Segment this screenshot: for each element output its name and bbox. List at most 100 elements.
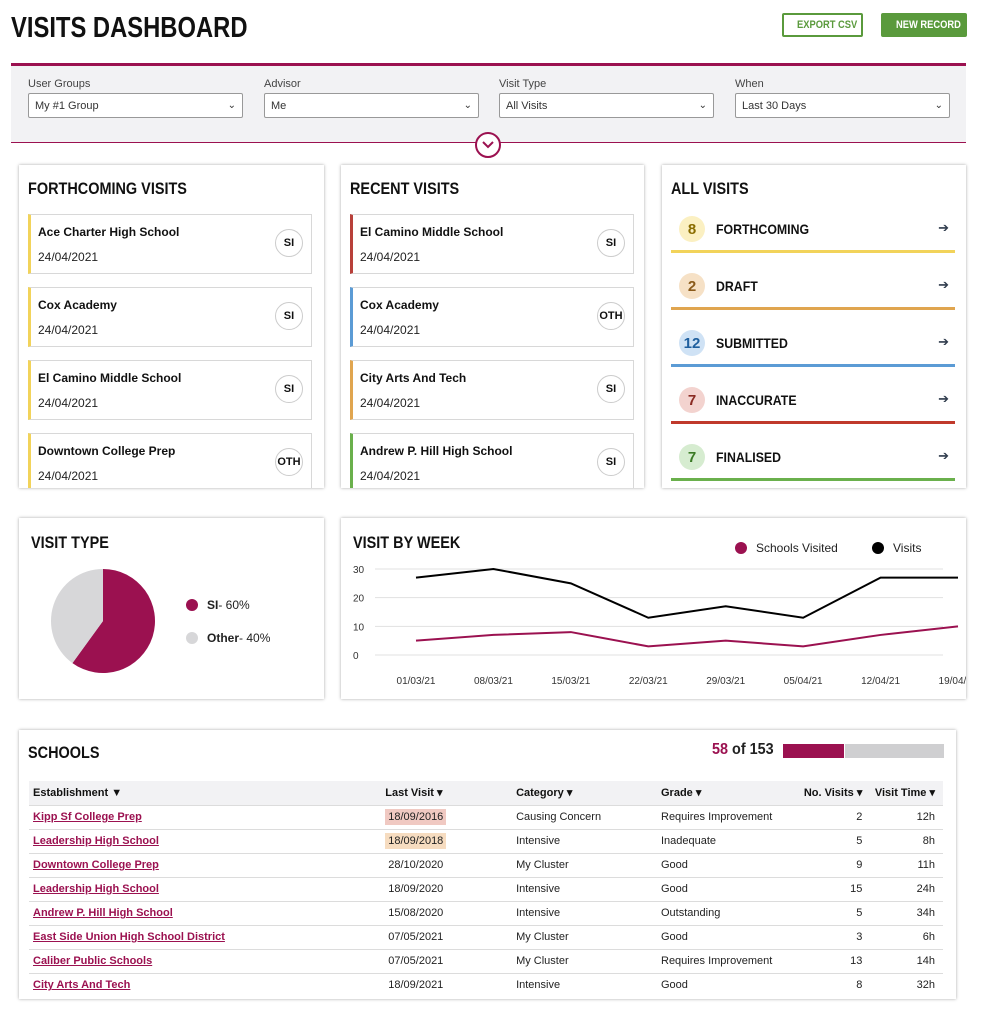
visit-item[interactable]: City Arts And Tech 24/04/2021 SI <box>350 360 634 420</box>
filter-user-groups: User Groups My #1 Group ⌄ <box>28 78 243 118</box>
visit-date: 24/04/2021 <box>360 250 421 264</box>
column-header[interactable]: No. Visits ▾ <box>786 781 871 805</box>
establishment-link[interactable]: Downtown College Prep <box>29 852 382 877</box>
last-visit-cell: 18/09/2021 <box>381 972 513 997</box>
visit-item[interactable]: Cox Academy 24/04/2021 OTH <box>350 287 634 347</box>
column-header[interactable]: Establishment ▼ <box>29 781 381 805</box>
status-row-finalised[interactable]: 7 FINALISED ➔ <box>671 441 955 481</box>
legend-label: Visits <box>893 541 921 555</box>
visit-type-badge: SI <box>597 229 625 257</box>
table-row[interactable]: Kipp Sf College Prep 18/09/2016 Causing Co… <box>29 804 943 829</box>
arrow-right-icon: ➔ <box>938 220 949 235</box>
visit-type-badge: SI <box>275 375 303 403</box>
visit-item[interactable]: Andrew P. Hill High School 24/04/2021 SI <box>350 433 634 488</box>
table-row[interactable]: Caliber Public Schools 07/05/2021 My Clust… <box>29 948 943 973</box>
establishment-link[interactable]: City Arts And Tech <box>29 972 382 997</box>
status-row-inaccurate[interactable]: 7 INACCURATE ➔ <box>671 384 955 424</box>
column-header[interactable]: Last Visit ▾ <box>381 781 512 805</box>
y-tick-label: 20 <box>353 594 365 605</box>
schools-table: Establishment ▼ Last Visit ▾ Category ▾ Gra… <box>29 781 943 997</box>
visit-school-name: Ace Charter High School <box>38 225 180 239</box>
grade-cell: Good <box>657 876 786 901</box>
status-row-forthcoming[interactable]: 8 FORTHCOMING ➔ <box>671 213 955 253</box>
establishment-link[interactable]: Caliber Public Schools <box>29 948 382 973</box>
schools-progress-fill <box>783 744 844 758</box>
legend-swatch <box>872 542 884 554</box>
visits-count-cell: 13 <box>785 948 871 973</box>
status-count: 12 <box>679 330 705 356</box>
visit-school-name: City Arts And Tech <box>360 371 467 385</box>
column-header[interactable]: Grade ▾ <box>657 781 786 805</box>
arrow-right-icon: ➔ <box>938 334 949 349</box>
visit-type-badge: SI <box>597 375 625 403</box>
category-cell: My Cluster <box>512 948 657 973</box>
last-visit-cell: 07/05/2021 <box>381 924 513 949</box>
visit-item[interactable]: Downtown College Prep 24/04/2021 OTH <box>28 433 312 488</box>
visit-date: 24/04/2021 <box>38 250 99 264</box>
visits-count-cell: 3 <box>785 924 871 949</box>
status-row-draft[interactable]: 2 DRAFT ➔ <box>671 270 955 310</box>
export-csv-button[interactable]: EXPORT CSV <box>782 13 863 37</box>
visit-type-select[interactable]: All Visits ⌄ <box>499 93 714 118</box>
visit-item[interactable]: Cox Academy 24/04/2021 SI <box>28 287 312 347</box>
sort-icon[interactable]: ▾ <box>566 787 573 800</box>
last-visit-date: 18/09/2020 <box>388 883 444 895</box>
series-line-schools-visited <box>415 625 959 648</box>
when-select[interactable]: Last 30 Days ⌄ <box>735 93 950 118</box>
chevron-down-icon: ⌄ <box>934 100 943 111</box>
establishment-link[interactable]: Leadership High School <box>29 876 382 901</box>
table-row[interactable]: Downtown College Prep 28/10/2020 My Cluste… <box>29 852 943 877</box>
sort-icon[interactable]: ▾ <box>929 787 935 800</box>
category-cell: Causing Concern <box>512 804 657 829</box>
establishment-link[interactable]: Andrew P. Hill High School <box>29 900 382 925</box>
visit-item[interactable]: El Camino Middle School 24/04/2021 SI <box>28 360 312 420</box>
visit-item[interactable]: Ace Charter High School 24/04/2021 SI <box>28 214 312 274</box>
table-row[interactable]: Leadership High School 18/09/2020 Intensiv… <box>29 876 943 901</box>
filter-bar: User Groups My #1 Group ⌄ Advisor Me ⌄ V… <box>11 63 966 143</box>
page-title: VISITS DASHBOARD <box>11 12 248 44</box>
user-groups-select[interactable]: My #1 Group ⌄ <box>28 93 243 118</box>
arrow-right-icon: ➔ <box>938 391 949 406</box>
sort-icon[interactable]: ▼ <box>111 786 123 799</box>
visit-school-name: Cox Academy <box>38 298 117 312</box>
pie-slice-si <box>72 569 155 673</box>
establishment-link[interactable]: Kipp Sf College Prep <box>29 804 382 829</box>
visit-time-cell: 8h <box>870 828 943 853</box>
advisor-select[interactable]: Me ⌄ <box>264 93 479 118</box>
sort-icon[interactable]: ▾ <box>437 787 443 800</box>
table-row[interactable]: City Arts And Tech 18/09/2021 Intensive Goo… <box>29 972 943 997</box>
visit-date: 24/04/2021 <box>360 396 421 410</box>
pie-slice-other <box>50 569 103 664</box>
filter-label: Visit Type <box>499 78 547 90</box>
status-row-submitted[interactable]: 12 SUBMITTED ➔ <box>671 327 955 367</box>
recent-visits-card: RECENT VISITS El Camino Middle School 24/… <box>341 165 644 488</box>
table-row[interactable]: Andrew P. Hill High School 15/08/2020 Inte… <box>29 900 943 925</box>
visit-item[interactable]: El Camino Middle School 24/04/2021 SI <box>350 214 634 274</box>
category-cell: Intensive <box>512 876 657 901</box>
table-row[interactable]: East Side Union High School District 07/0… <box>29 924 943 949</box>
grade-cell: Requires Improvement <box>657 948 786 973</box>
establishment-link[interactable]: Leadership High School <box>29 828 382 853</box>
column-header[interactable]: Category ▾ <box>512 781 657 805</box>
category-cell: My Cluster <box>512 852 657 877</box>
filter-visit-type: Visit Type All Visits ⌄ <box>499 78 714 118</box>
export-csv-label: EXPORT CSV <box>797 19 858 31</box>
sort-icon[interactable]: ▾ <box>695 787 702 800</box>
arrow-right-icon: ➔ <box>938 448 949 463</box>
all-visits-card: ALL VISITS 8 FORTHCOMING ➔ 2 DRAFT ➔ 12 SUBMITT… <box>662 165 966 488</box>
legend-swatch <box>735 542 747 554</box>
y-tick-label: 30 <box>353 565 365 576</box>
last-visit-date: 18/09/2021 <box>388 979 444 992</box>
legend-label: Schools Visited <box>756 541 838 555</box>
visits-count-cell: 15 <box>785 876 871 901</box>
new-record-button[interactable]: NEW RECORD <box>881 13 967 37</box>
expand-filters-button[interactable] <box>475 132 501 158</box>
category-cell: Intensive <box>512 972 657 997</box>
column-header[interactable]: Visit Time ▾ <box>870 781 943 805</box>
grade-cell: Good <box>657 972 786 997</box>
forthcoming-visits-card: FORTHCOMING VISITS Ace Charter High Scho… <box>19 165 324 488</box>
table-row[interactable]: Leadership High School 18/09/2018 Intensiv… <box>29 828 943 853</box>
sort-icon[interactable]: ▾ <box>856 787 863 800</box>
establishment-link[interactable]: East Side Union High School District <box>29 924 382 949</box>
visits-count-cell: 8 <box>785 972 871 997</box>
